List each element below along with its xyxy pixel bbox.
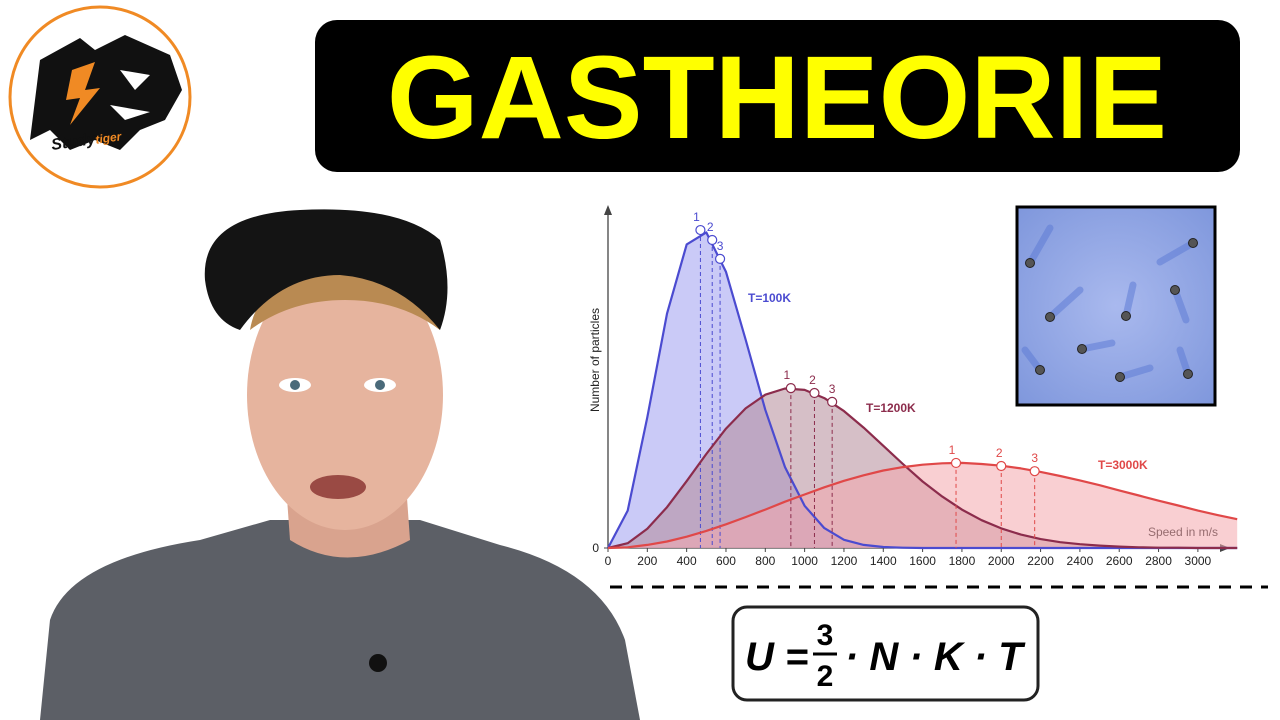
marker-label: 1 bbox=[784, 368, 791, 382]
y-axis-label: Number of particles bbox=[588, 308, 602, 412]
particle-trail bbox=[1122, 281, 1137, 320]
series-label: T=3000K bbox=[1098, 458, 1148, 472]
series-label: T=1200K bbox=[866, 401, 916, 415]
marker-label: 1 bbox=[949, 443, 956, 457]
formula-denominator: 2 bbox=[817, 660, 834, 693]
area bbox=[608, 462, 1238, 548]
pupil bbox=[375, 380, 385, 390]
logo-bolt bbox=[66, 62, 100, 125]
particle bbox=[1170, 285, 1180, 295]
particle bbox=[1183, 369, 1193, 379]
marker bbox=[996, 460, 1007, 472]
marker-label: 3 bbox=[717, 239, 724, 253]
x-tick-label: 2000 bbox=[988, 554, 1015, 568]
marker bbox=[714, 253, 726, 264]
x-tick-label: 2400 bbox=[1067, 554, 1094, 568]
x-tick-label: 400 bbox=[677, 554, 697, 568]
line bbox=[607, 387, 1238, 550]
marker-label: 1 bbox=[693, 210, 700, 224]
logo-text-2: tiger bbox=[94, 129, 123, 147]
x-tick-label: 2800 bbox=[1145, 554, 1172, 568]
title: GASTHEORIE bbox=[387, 32, 1167, 164]
pupil bbox=[290, 380, 300, 390]
logo-text-1: Study bbox=[50, 131, 97, 154]
marker-label: 2 bbox=[809, 373, 816, 387]
x-tick-label: 1600 bbox=[909, 554, 936, 568]
marker-label: 2 bbox=[996, 446, 1003, 460]
x-tick-label: 3000 bbox=[1185, 554, 1212, 568]
particle-box bbox=[1015, 205, 1217, 407]
mouth bbox=[310, 475, 366, 499]
marker-label: 3 bbox=[1031, 451, 1038, 465]
logo-tiger bbox=[30, 35, 182, 150]
particle bbox=[1045, 312, 1055, 322]
particle bbox=[1188, 238, 1198, 248]
particle-trail bbox=[1116, 364, 1154, 381]
particle bbox=[1025, 258, 1035, 268]
logo-text: Studytiger bbox=[50, 127, 123, 154]
particle bbox=[1115, 372, 1125, 382]
x-tick-label: 600 bbox=[716, 554, 736, 568]
logo-stripes bbox=[110, 70, 150, 120]
line bbox=[607, 461, 1238, 550]
face bbox=[247, 260, 443, 530]
y-tick-label: 0 bbox=[592, 541, 599, 555]
series-label: T=100K bbox=[748, 291, 791, 305]
logo: Studytiger bbox=[8, 5, 192, 189]
formula-box bbox=[731, 605, 1040, 702]
x-tick-label: 0 bbox=[605, 554, 612, 568]
formula: U = 3 2 · N · K · T bbox=[745, 619, 1026, 693]
microphone bbox=[369, 654, 387, 672]
marker bbox=[785, 383, 796, 394]
formula-numerator: 3 bbox=[817, 619, 834, 652]
marker bbox=[695, 224, 706, 236]
particle-trail bbox=[1171, 286, 1190, 324]
marker bbox=[1029, 466, 1040, 477]
marker-label: 2 bbox=[707, 220, 714, 234]
particle-trail bbox=[1046, 286, 1084, 321]
marker bbox=[827, 396, 838, 407]
x-tick-label: 2200 bbox=[1027, 554, 1054, 568]
formula-lhs: U = bbox=[745, 635, 808, 679]
particle bbox=[1035, 365, 1045, 375]
particle bbox=[1121, 311, 1131, 321]
formula-rhs: · N · K · T bbox=[845, 635, 1026, 679]
x-tick-label: 1800 bbox=[949, 554, 976, 568]
x-tick-label: 1000 bbox=[791, 554, 818, 568]
x-tick-label: 200 bbox=[637, 554, 657, 568]
cap bbox=[204, 209, 448, 330]
particle bbox=[1077, 344, 1087, 354]
person bbox=[40, 209, 640, 720]
title-box bbox=[315, 20, 1240, 172]
particle-trail bbox=[1078, 339, 1116, 353]
x-tick-label: 800 bbox=[755, 554, 775, 568]
particle-trail bbox=[1156, 239, 1197, 266]
y-axis-arrow bbox=[604, 205, 612, 215]
marker bbox=[950, 457, 962, 469]
marker-label: 3 bbox=[829, 382, 836, 396]
area bbox=[608, 388, 1238, 548]
marker bbox=[707, 234, 718, 246]
shirt bbox=[40, 520, 640, 720]
particle-trail bbox=[1026, 224, 1054, 267]
marker bbox=[809, 387, 820, 399]
chart: 0 200 400 600 800 1000 1200 1400 1600 1800 2000 220… bbox=[588, 205, 1238, 568]
x-tick-label: 2600 bbox=[1106, 554, 1133, 568]
x-tick-label: 1200 bbox=[831, 554, 858, 568]
x-tick-label: 1400 bbox=[870, 554, 897, 568]
